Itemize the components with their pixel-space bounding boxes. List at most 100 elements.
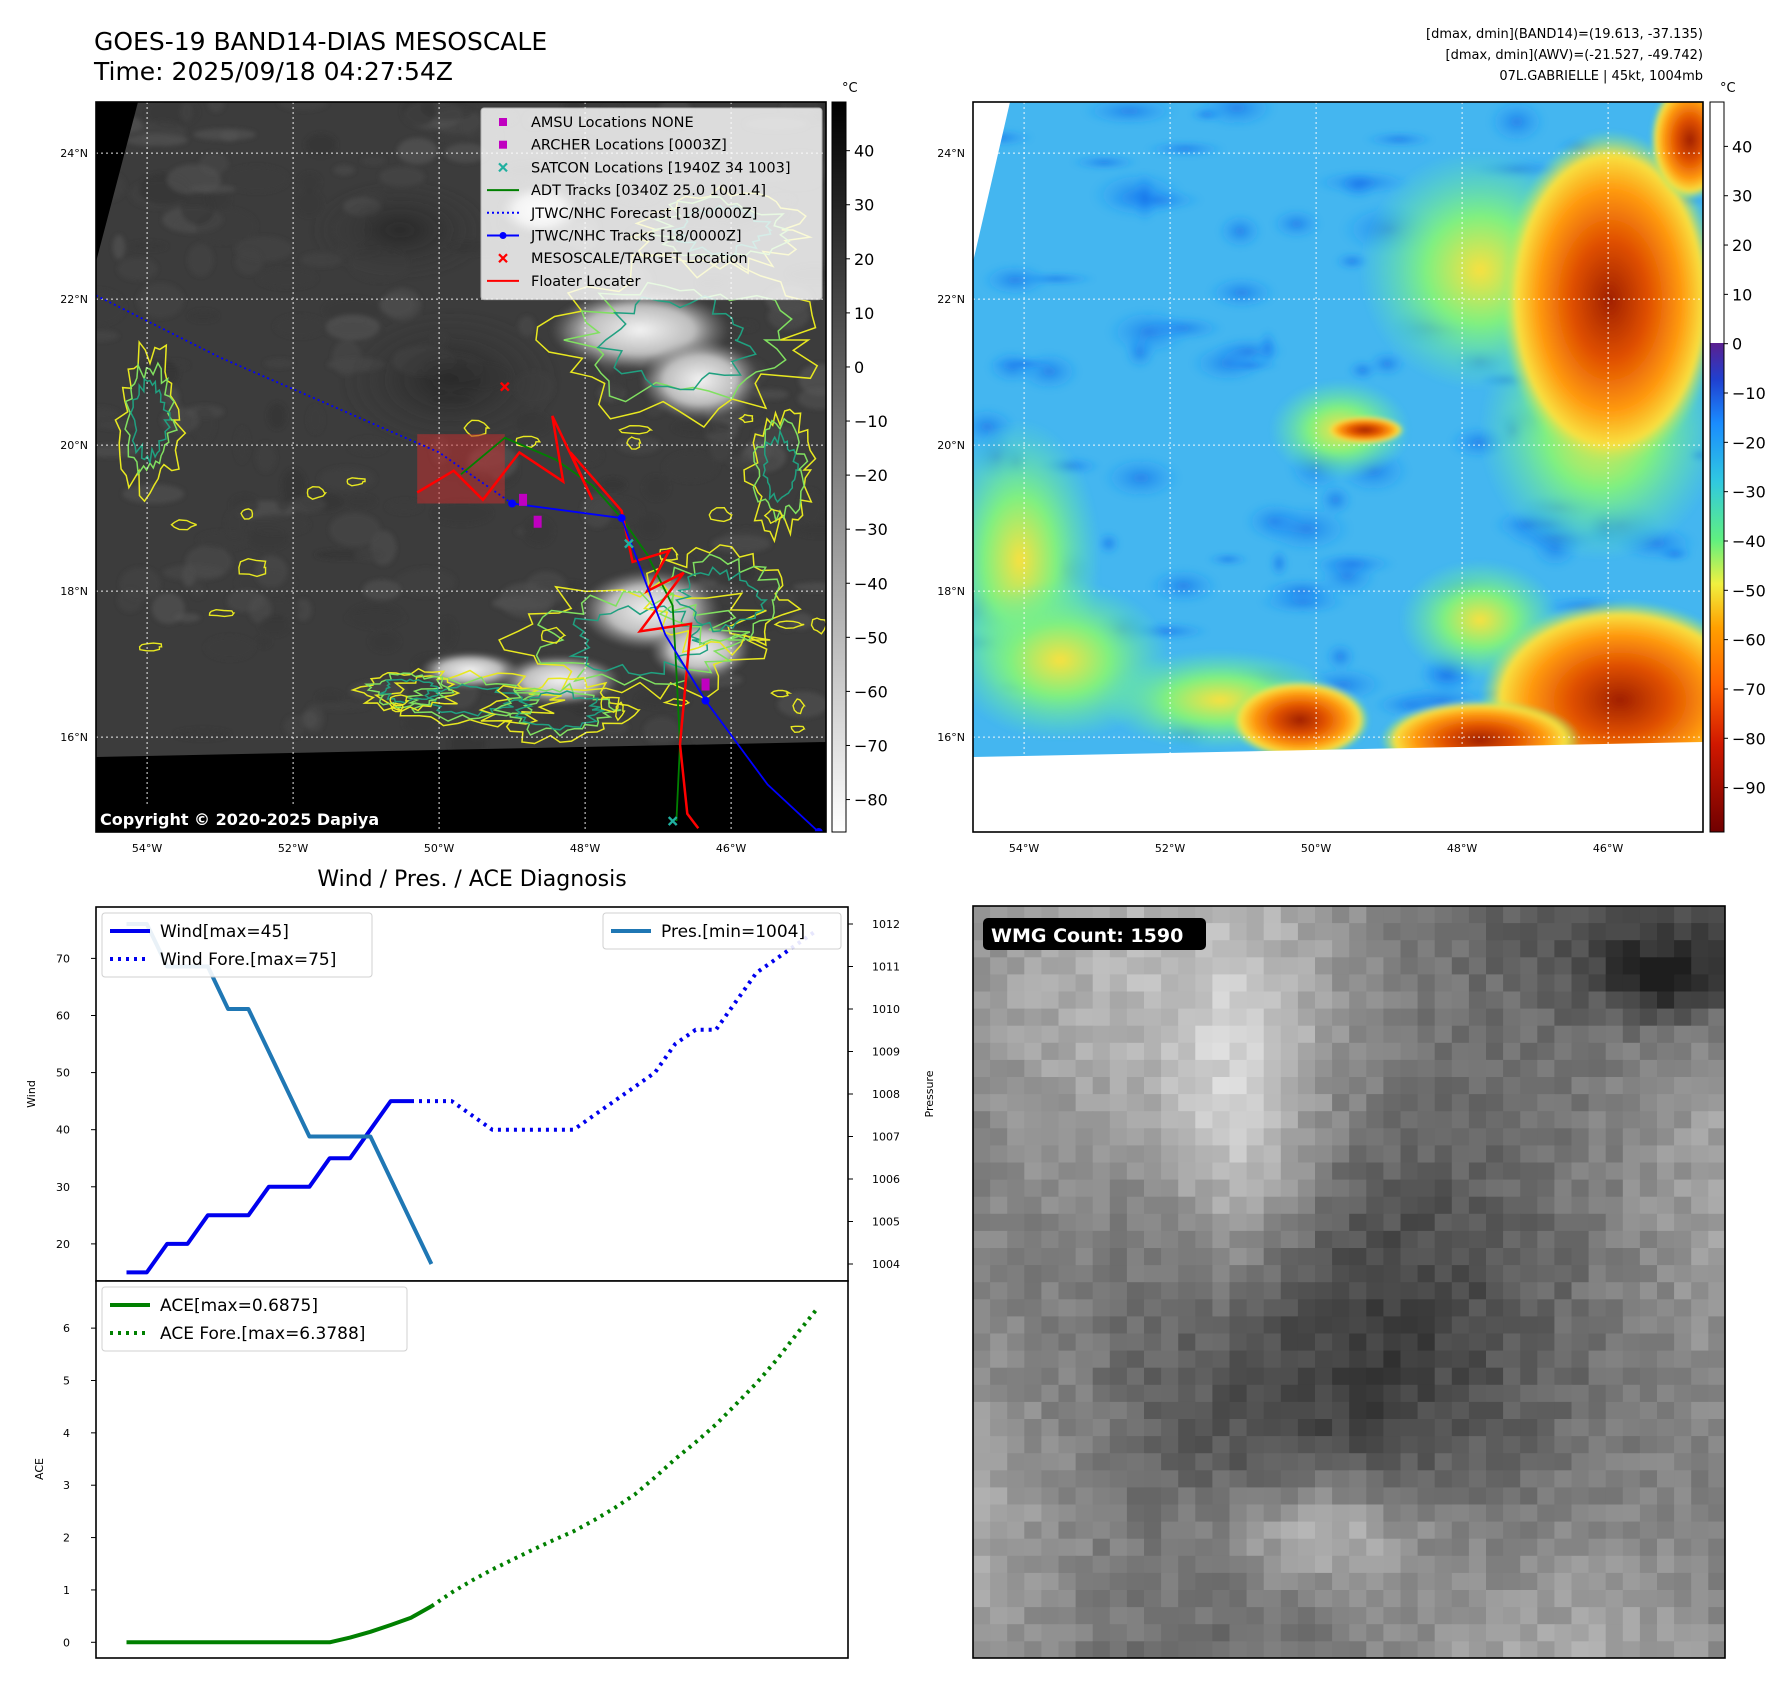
wmg-pixel <box>1417 957 1436 975</box>
wmg-pixel <box>1708 1487 1725 1506</box>
wmg-pixel <box>1605 1059 1624 1078</box>
temperature-contour <box>114 340 187 503</box>
wmg-pixel <box>1297 1641 1316 1658</box>
wmg-pixel <box>1657 1248 1675 1266</box>
wmg-pixel <box>1383 1367 1402 1386</box>
wmg-pixel <box>1588 1299 1607 1317</box>
wmg-pixel <box>1537 1059 1555 1078</box>
wmg-pixel <box>1417 1555 1436 1574</box>
wmg-pixel <box>1451 1265 1470 1283</box>
wmg-pixel <box>1212 1145 1231 1164</box>
wmg-pixel <box>1212 1521 1231 1540</box>
wmg-pixel <box>1075 1145 1094 1164</box>
wmg-pixel <box>1537 1230 1555 1249</box>
wmg-pixel <box>1417 1333 1436 1352</box>
wmg-pixel <box>1075 1641 1094 1658</box>
lat-tick-label: 24°N <box>937 147 965 160</box>
wmg-pixel <box>1178 1145 1196 1164</box>
wmg-pixel <box>990 1162 1008 1181</box>
wmg-pixel <box>1708 1350 1725 1369</box>
wmg-pixel <box>1486 1299 1504 1317</box>
wmg-pixel <box>1144 1333 1162 1352</box>
wmg-pixel <box>1246 1282 1265 1300</box>
wmg-pixel <box>1126 1538 1145 1557</box>
wmg-pixel <box>1691 906 1709 924</box>
wmg-pixel <box>1195 1282 1213 1300</box>
wmg-pixel <box>1007 1401 1025 1420</box>
wmg-pixel <box>1315 1230 1333 1249</box>
wmg-pixel <box>1024 974 1042 993</box>
wmg-pixel <box>1229 1230 1248 1249</box>
wmg-pixel <box>1297 1367 1316 1386</box>
wmg-pixel <box>1571 957 1590 975</box>
wmg-pixel <box>1315 940 1333 958</box>
color-map-panel: 24°N22°N20°N18°N16°N54°W 52°W 50°W 48°W 46°W <box>937 101 1704 855</box>
moisture-texture <box>1081 102 1178 127</box>
wmg-pixel <box>1195 1042 1213 1061</box>
wmg-pixel <box>1229 1077 1248 1095</box>
wmg-pixel <box>1674 1059 1692 1078</box>
wmg-pixel <box>1639 1470 1658 1488</box>
wmg-pixel <box>1554 1077 1573 1095</box>
wmg-pixel <box>1588 957 1607 975</box>
wmg-pixel <box>1144 1572 1162 1591</box>
wmg-pixel <box>1178 1572 1196 1591</box>
chart-legend-label: Pres.[min=1004] <box>661 922 805 942</box>
wmg-pixel <box>1383 923 1402 941</box>
wmg-pixel <box>1109 1179 1128 1198</box>
wmg-pixel <box>1075 1419 1094 1437</box>
wmg-pixel <box>1451 1367 1470 1386</box>
wmg-pixel <box>1212 1008 1231 1027</box>
cloud-texture <box>401 102 437 127</box>
wmg-pixel <box>1041 1145 1060 1164</box>
wmg-pixel <box>1263 1333 1282 1352</box>
wmg-pixel <box>1588 1111 1607 1129</box>
wmg-pixel <box>1605 1162 1624 1181</box>
wmg-pixel <box>1503 1230 1521 1249</box>
wmg-pixel <box>1468 1453 1487 1471</box>
wmg-pixel <box>1537 1436 1555 1454</box>
cloud-texture <box>96 330 119 342</box>
wmg-pixel <box>1229 1025 1248 1044</box>
wmg-pixel <box>1092 1504 1111 1523</box>
wmg-pixel <box>1332 1042 1350 1061</box>
wmg-pixel <box>1520 1453 1538 1471</box>
wmg-pixel <box>1451 1384 1470 1403</box>
wmg-pixel <box>1537 1607 1555 1625</box>
wmg-pixel <box>1657 1504 1675 1523</box>
wmg-pixel <box>1451 1282 1470 1300</box>
cloud-texture <box>226 589 265 613</box>
wmg-pixel <box>1297 991 1316 1010</box>
cloud-texture <box>638 516 662 537</box>
wmg-pixel <box>1332 1367 1350 1386</box>
wmg-pixel <box>1366 940 1384 958</box>
wmg-pixel <box>1400 1265 1419 1283</box>
wmg-pixel <box>1639 974 1658 993</box>
wmg-pixel <box>1195 1384 1213 1403</box>
wmg-pixel <box>1041 1025 1060 1044</box>
wmg-pixel <box>1297 1419 1316 1437</box>
legend-entry: JTWC/NHC Forecast [18/0000Z] <box>530 206 757 222</box>
wmg-pixel <box>1503 1350 1521 1369</box>
wmg-pixel <box>1622 1521 1641 1540</box>
wmg-pixel <box>1622 1248 1641 1266</box>
wmg-pixel <box>1212 1590 1231 1608</box>
wmg-pixel <box>1417 1265 1436 1283</box>
cloud-texture <box>288 496 327 513</box>
wmg-pixel <box>1486 1538 1504 1557</box>
wmg-pixel <box>1092 1213 1111 1232</box>
wmg-pixel <box>1605 1384 1624 1403</box>
moisture-texture <box>1656 545 1694 564</box>
wmg-pixel <box>1434 1504 1453 1523</box>
wmg-pixel <box>1486 906 1504 924</box>
wmg-pixel <box>1622 923 1641 941</box>
wmg-pixel <box>1588 1504 1607 1523</box>
wmg-pixel <box>1520 1436 1538 1454</box>
wmg-pixel <box>1486 1555 1504 1574</box>
wmg-pixel <box>1383 1316 1402 1335</box>
wmg-pixel <box>1007 1470 1025 1488</box>
wmg-pixel <box>1451 1077 1470 1095</box>
wmg-pixel <box>1109 991 1128 1010</box>
wmg-pixel <box>1075 1077 1094 1095</box>
wmg-pixel <box>1588 1350 1607 1369</box>
